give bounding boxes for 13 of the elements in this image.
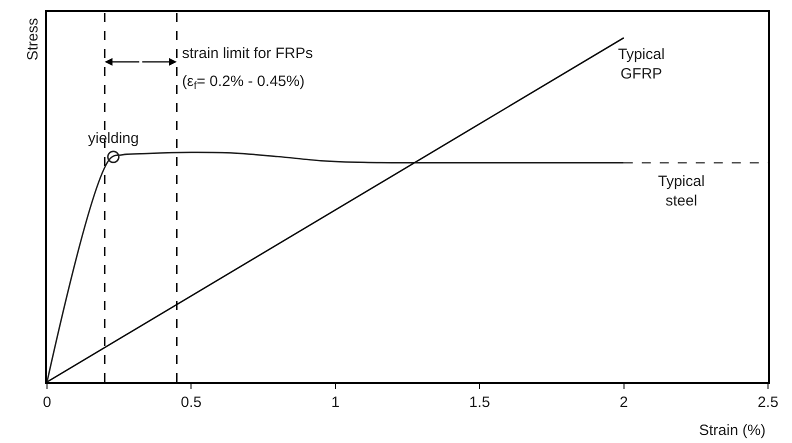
x-tick-label: 2 <box>620 394 628 411</box>
x-tick-label: 2.5 <box>758 394 778 411</box>
annotation: yielding <box>88 130 139 147</box>
x-tick-label: 1.5 <box>469 394 490 411</box>
annotation: strain limit for FRPs <box>182 45 313 62</box>
x-tick-label: 0 <box>42 394 52 411</box>
annotation: (ε$_{f}$= 0.2% - 0.45%) <box>182 73 305 92</box>
annotation: Typical steel <box>658 173 705 210</box>
x-tick-label: 0.5 <box>180 394 202 411</box>
x-axis-title: Strain (%) <box>699 422 766 439</box>
x-tick-label: 1 <box>331 394 340 411</box>
y-axis-title: Stress <box>24 18 42 60</box>
annotation: Typical GFRP <box>618 46 665 82</box>
